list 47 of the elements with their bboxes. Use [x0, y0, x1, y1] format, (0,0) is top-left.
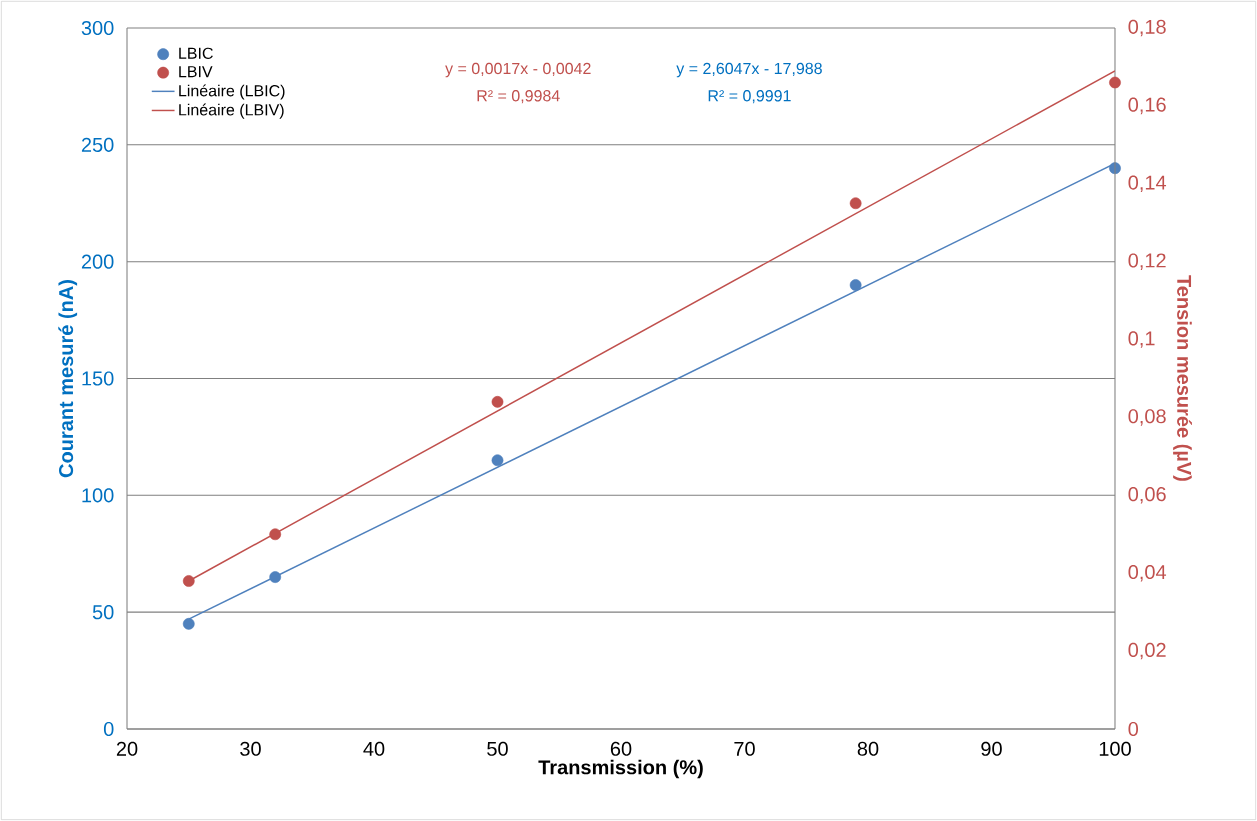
- point: [491, 395, 504, 408]
- x-tick-label: 20: [116, 741, 138, 756]
- y2-tick-label: 0,06: [1128, 487, 1166, 504]
- y-tick-label: 200: [81, 254, 114, 269]
- point: [1109, 162, 1121, 175]
- legend-label: LBIV: [179, 66, 213, 78]
- y2-tick-label: 0: [1128, 721, 1139, 737]
- y-tick-label: 300: [81, 20, 114, 36]
- y2-tick-label: 0,16: [1128, 97, 1166, 115]
- y2-tick-label: 0,14: [1128, 175, 1167, 193]
- point: [182, 617, 195, 630]
- x-tick-label: 70: [734, 741, 755, 756]
- x-tick-label: 60: [610, 741, 632, 756]
- x-tick-label: 80: [857, 741, 879, 756]
- point: [849, 197, 862, 210]
- y2-tick-label: 0,18: [1128, 19, 1166, 37]
- y-axis-title: Courant mesuré (nA): [58, 280, 78, 478]
- point: [269, 528, 282, 541]
- point: [182, 575, 195, 587]
- y-tick-label: 250: [81, 137, 114, 152]
- y2-tick-label: 0,04: [1128, 564, 1167, 582]
- point: [269, 571, 282, 583]
- legend-label: Linéaire (LBIV): [179, 103, 284, 119]
- annotation: y = 2,6047x - 17,988: [676, 62, 822, 78]
- point: [491, 454, 504, 467]
- x-tick-label: 90: [981, 741, 1002, 756]
- y-tick-label: 50: [92, 605, 114, 620]
- y2-tick-label: 0,02: [1128, 642, 1166, 660]
- legend-label: Linéaire (LBIC): [179, 84, 285, 100]
- annotation: y = 0,0017x - 0,0042: [445, 62, 591, 78]
- y-tick-label: 150: [82, 371, 114, 386]
- x-tick-label: 100: [1099, 741, 1131, 756]
- point: [1109, 76, 1121, 89]
- y2-tick-label: 0,12: [1128, 253, 1166, 270]
- annotation: R² = 0,9984: [477, 90, 560, 104]
- y2-tick-label: 0,08: [1128, 409, 1166, 426]
- x-tick-label: 50: [487, 741, 508, 756]
- y2-axis-title: Tension mesurée (µV): [1173, 275, 1192, 481]
- legend-label: LBIC: [179, 47, 213, 59]
- y2-tick-label: 0,1: [1128, 331, 1155, 348]
- y-tick-label: 0: [103, 721, 114, 737]
- x-tick-label: 40: [363, 741, 385, 756]
- annotation: R² = 0,9991: [708, 90, 791, 104]
- y-tick-label: 100: [82, 488, 114, 503]
- x-axis-title: Transmission (%): [538, 759, 703, 779]
- point: [849, 279, 862, 291]
- x-tick-label: 30: [240, 741, 261, 756]
